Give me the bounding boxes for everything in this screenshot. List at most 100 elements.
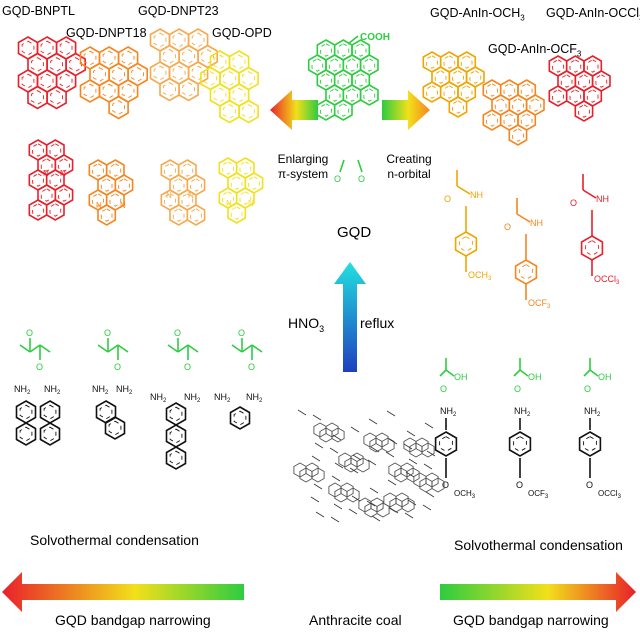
bond bbox=[177, 344, 189, 353]
aromatic-bond bbox=[92, 163, 104, 177]
aromatic-bond bbox=[102, 83, 116, 99]
aromatic-bond bbox=[443, 85, 456, 99]
benzene-ring bbox=[39, 400, 61, 424]
hydroxyl-label: OH bbox=[528, 372, 542, 382]
aromatic-bond bbox=[320, 103, 332, 117]
benzene-ring bbox=[165, 402, 187, 426]
aromatic-bond bbox=[108, 420, 122, 436]
aromatic-bond bbox=[93, 67, 106, 82]
aromatic-bond bbox=[19, 404, 33, 420]
oxygen-label: O bbox=[514, 384, 521, 394]
coal-bond bbox=[425, 491, 435, 498]
aromatic-bond bbox=[239, 161, 252, 175]
benzene-ring bbox=[15, 422, 37, 446]
amine-label: NH2 bbox=[184, 392, 201, 404]
benzene-ring bbox=[454, 231, 478, 257]
coal-ring bbox=[421, 442, 435, 458]
aromatic-bond bbox=[426, 55, 438, 69]
aromatic-bond bbox=[346, 58, 358, 72]
aromatic-bond bbox=[181, 193, 194, 207]
oxygen-label: O bbox=[440, 384, 447, 394]
aromatic-bond bbox=[49, 143, 62, 157]
aromatic-bond bbox=[337, 103, 350, 117]
label-gqd-dnpt23: GQD-DNPT23 bbox=[138, 4, 219, 18]
label-hno3: HNO3 bbox=[288, 315, 325, 334]
substituent-label: OCF3 bbox=[528, 489, 549, 500]
benzene-ring bbox=[574, 100, 594, 122]
aromatic-bond bbox=[223, 104, 236, 119]
arrow-creating-n-orbital bbox=[382, 90, 430, 130]
bond bbox=[439, 369, 447, 377]
benzene-ring bbox=[482, 109, 502, 131]
benzene-ring bbox=[578, 431, 602, 457]
amide-bond bbox=[516, 213, 531, 223]
coal-bond bbox=[348, 508, 358, 515]
coal-bond bbox=[406, 430, 416, 437]
aromatic-bond bbox=[569, 89, 582, 103]
label-enlarging-pi-system: Enlarging π-system bbox=[277, 152, 329, 181]
label-cooh: COOH bbox=[360, 32, 390, 43]
aromatic-bond bbox=[503, 83, 516, 97]
aromatic-bond bbox=[552, 89, 564, 103]
aromatic-bond bbox=[363, 58, 376, 72]
aromatic-bond bbox=[109, 193, 122, 207]
aromatic-bond bbox=[172, 65, 186, 81]
oxygen-label: O bbox=[358, 174, 365, 184]
aromatic-bond bbox=[460, 85, 473, 99]
aromatic-bond bbox=[337, 73, 350, 87]
anthracite-coal-structure bbox=[293, 409, 445, 523]
aromatic-bond bbox=[223, 71, 236, 86]
aromatic-bond bbox=[190, 178, 202, 192]
aniline-reagent: NH2 O OCH3 bbox=[434, 406, 476, 500]
benzene-ring bbox=[46, 85, 67, 110]
aromatic-bond bbox=[363, 88, 376, 102]
aromatic-bond bbox=[112, 100, 125, 115]
naphthalene-diamine: NH2 NH2 bbox=[92, 384, 133, 440]
label-reflux: reflux bbox=[360, 315, 395, 331]
aromatic-bond bbox=[121, 83, 135, 99]
subscript: 3 bbox=[547, 304, 551, 310]
substituent-label: OCF3 bbox=[528, 298, 551, 310]
oxygen-label: O bbox=[36, 362, 43, 372]
aromatic-bond bbox=[583, 436, 597, 452]
diketone-reagent: OO bbox=[19, 328, 51, 372]
benzene-ring bbox=[229, 406, 251, 430]
nitrogen-label: N bbox=[96, 201, 102, 210]
benzene-ring bbox=[27, 85, 48, 110]
bond bbox=[39, 344, 51, 353]
benzene-ring bbox=[178, 77, 199, 102]
aromatic-bond bbox=[40, 73, 54, 89]
coal-bond bbox=[310, 496, 320, 503]
aromatic-bond bbox=[586, 89, 599, 103]
aromatic-bond bbox=[578, 104, 590, 118]
aromatic-bond bbox=[21, 73, 35, 89]
gqd-anln-ocf3-structure: O NH OCF3 bbox=[482, 79, 551, 310]
oxygen-label: O bbox=[334, 174, 341, 184]
coal-bond bbox=[313, 483, 323, 490]
arrow-bandgap-left bbox=[2, 572, 244, 612]
substituent-label: OCH3 bbox=[454, 489, 476, 500]
aromatic-bond bbox=[163, 49, 176, 64]
aromatic-bond bbox=[320, 43, 332, 57]
nh-label: NH bbox=[596, 194, 609, 204]
aromatic-bond bbox=[169, 428, 183, 444]
aromatic-bond bbox=[19, 426, 33, 442]
subscript: 2 bbox=[57, 390, 61, 396]
subscript: 3 bbox=[616, 280, 620, 286]
coal-bond bbox=[366, 500, 376, 507]
amide-bond bbox=[456, 185, 471, 195]
bond bbox=[187, 344, 199, 353]
benzene-ring bbox=[108, 95, 129, 120]
aromatic-bond bbox=[49, 173, 62, 187]
substituent-label: OCH3 bbox=[468, 270, 492, 282]
label-gqd-opd: GQD-OPD bbox=[212, 26, 272, 40]
aromatic-bond bbox=[92, 193, 104, 207]
aniline-reagent: NH2 O OCF3 bbox=[508, 406, 549, 500]
substituent-label: OCCl3 bbox=[598, 489, 622, 500]
coal-ring bbox=[331, 427, 345, 443]
aromatic-bond bbox=[100, 178, 113, 192]
aromatic-bond bbox=[328, 58, 341, 72]
aromatic-bond bbox=[169, 406, 183, 422]
subscript: 2 bbox=[453, 412, 457, 418]
